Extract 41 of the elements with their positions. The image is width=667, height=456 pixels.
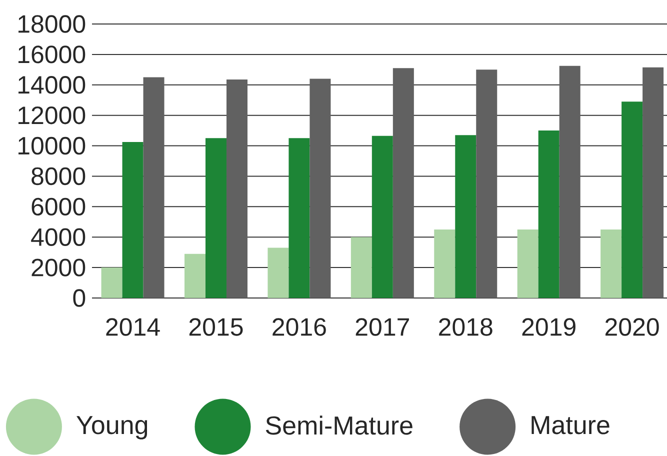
bar [310, 78, 331, 298]
bar [122, 142, 144, 298]
bar [350, 237, 372, 298]
y-tick-label: 16000 [18, 46, 86, 64]
x-tick-label: 2015 [189, 318, 243, 336]
legend-label: Semi-Mature [266, 416, 412, 435]
y-tick-label: 14000 [18, 76, 86, 94]
bar [559, 66, 580, 298]
bar [184, 254, 206, 298]
y-tick-label: 6000 [32, 198, 86, 216]
bar [288, 138, 310, 298]
bar [143, 77, 164, 298]
y-tick-label: 2000 [32, 258, 86, 276]
bar [205, 138, 226, 298]
bar [226, 80, 248, 298]
legend-label: Young [76, 416, 148, 440]
bar [476, 70, 498, 298]
bar [372, 136, 393, 298]
bar [101, 268, 122, 298]
y-tick-label: 0 [73, 289, 86, 307]
x-tick-label: 2016 [272, 318, 326, 336]
x-tick-label: 2018 [439, 318, 492, 336]
y-tick-label: 18000 [18, 15, 86, 33]
bar [622, 102, 643, 298]
x-tick-label: 2014 [106, 318, 160, 336]
x-tick-label: 2017 [356, 318, 409, 336]
bar [392, 68, 414, 298]
y-tick-label: 10000 [18, 136, 86, 155]
bar [268, 248, 289, 298]
y-tick-label: 8000 [32, 167, 86, 186]
bar [600, 230, 622, 298]
bar [455, 135, 476, 298]
legend-label: Mature [532, 416, 610, 434]
x-tick-label: 2019 [522, 318, 576, 336]
y-tick-label: 12000 [18, 106, 86, 124]
x-tick-label: 2020 [606, 318, 659, 336]
y-tick-label: 4000 [31, 228, 86, 246]
bar [517, 230, 538, 298]
bar [642, 67, 664, 298]
bar [434, 230, 456, 298]
bar [538, 130, 560, 298]
